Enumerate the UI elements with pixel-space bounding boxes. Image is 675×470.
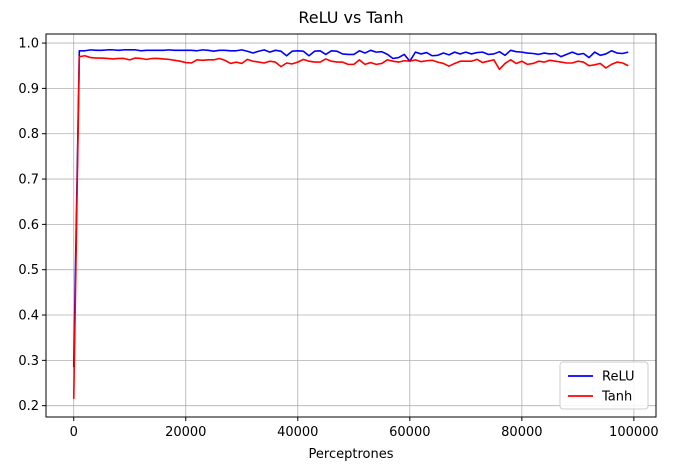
y-tick-label: 0.9 [18, 82, 39, 97]
series-line-tanh [72, 54, 629, 399]
x-axis-label: Perceptrones [309, 447, 394, 462]
y-tick-label: 0.8 [18, 127, 39, 142]
y-tick-label: 1.0 [18, 37, 39, 52]
legend: ReLU Tanh [559, 361, 649, 410]
y-tick-label: 0.4 [18, 309, 39, 324]
legend-label-relu: ReLU [602, 370, 635, 385]
y-tick-label: 0.2 [18, 399, 39, 414]
x-tick-label: 20000 [165, 425, 206, 440]
legend-label-tanh: Tanh [601, 390, 632, 405]
x-tick-label: 100000 [609, 425, 659, 440]
x-axis: 0 20000 40000 60000 80000 100000 [70, 417, 659, 440]
y-tick-label: 0.3 [18, 354, 39, 369]
plot-frame [45, 33, 657, 418]
x-tick-label: 60000 [389, 425, 430, 440]
x-tick-label: 80000 [501, 425, 542, 440]
y-axis: 0.2 0.3 0.4 0.5 0.6 0.7 0.8 0.9 1.0 [18, 37, 46, 414]
x-tick-label: 40000 [277, 425, 318, 440]
chart-title: ReLU vs Tanh [298, 8, 403, 27]
series-line-relu [72, 49, 629, 368]
y-tick-label: 0.6 [18, 218, 39, 233]
legend-box [559, 361, 649, 410]
series-group [72, 49, 629, 399]
grid [46, 34, 656, 417]
y-tick-label: 0.5 [18, 263, 39, 278]
y-tick-label: 0.7 [18, 173, 39, 188]
x-tick-label: 0 [70, 425, 78, 440]
